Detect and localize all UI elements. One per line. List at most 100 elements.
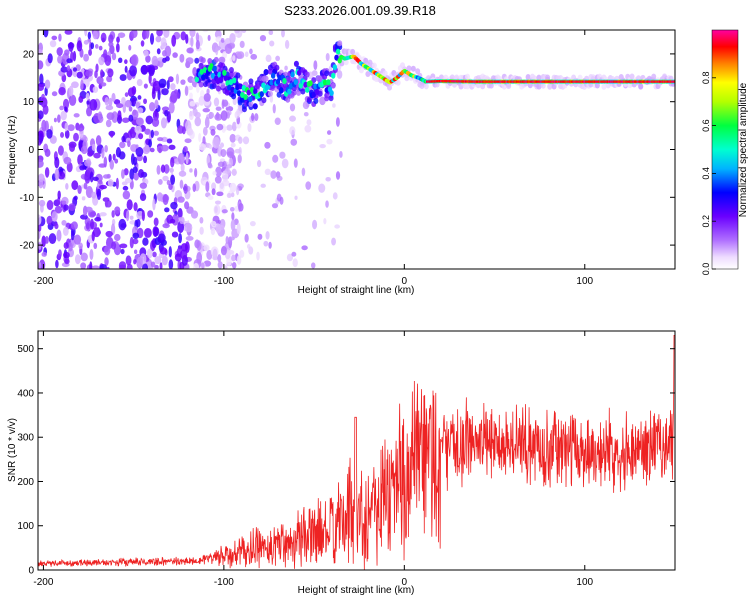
noise-blob xyxy=(144,128,151,135)
noise-blob xyxy=(99,222,103,228)
noise-blob xyxy=(225,235,229,245)
trace-peak xyxy=(470,80,472,83)
trace-halo xyxy=(263,75,269,82)
noise-blob xyxy=(154,99,159,109)
trace-peak xyxy=(633,80,636,83)
noise-blob xyxy=(216,123,224,131)
noise-blob xyxy=(98,163,107,168)
noise-blob xyxy=(154,264,159,269)
noise-blob xyxy=(215,45,219,56)
noise-blob xyxy=(158,59,164,68)
trace-core xyxy=(337,57,342,64)
noise-blob xyxy=(210,220,217,226)
noise-blob xyxy=(133,258,137,265)
trace-peak xyxy=(656,80,658,83)
trace-core xyxy=(212,65,217,72)
trace-peak xyxy=(472,80,474,83)
trace-halo xyxy=(300,88,306,95)
trace-halo xyxy=(406,65,412,72)
noise-blob xyxy=(231,262,237,269)
trace-peak xyxy=(461,80,463,83)
noise-blob xyxy=(38,224,42,232)
trace-peak xyxy=(626,80,628,83)
noise-blob xyxy=(79,214,88,220)
trace-peak xyxy=(644,80,646,83)
noise-blob xyxy=(284,39,290,49)
trace-halo xyxy=(211,83,217,90)
noise-blob xyxy=(160,144,169,152)
noise-blob xyxy=(194,167,198,178)
noise-blob xyxy=(185,152,189,165)
trace-halo xyxy=(213,56,219,63)
noise-blob xyxy=(44,236,49,244)
noise-blob xyxy=(68,242,73,252)
trace-peak xyxy=(520,80,522,83)
noise-blob xyxy=(60,132,65,138)
trace-peak xyxy=(442,79,444,83)
noise-blob xyxy=(212,171,217,176)
trace-peak xyxy=(477,80,480,83)
trace-peak xyxy=(563,80,565,83)
noise-blob xyxy=(286,253,294,262)
trace-peak xyxy=(518,80,520,83)
noise-blob xyxy=(104,257,109,266)
noise-blob xyxy=(83,53,89,62)
trace-peak xyxy=(428,80,430,83)
noise-blob xyxy=(111,210,115,218)
trace-core xyxy=(308,80,313,87)
noise-blob xyxy=(136,256,143,268)
trace-peak xyxy=(529,80,532,83)
trace-core xyxy=(277,74,282,81)
noise-blob xyxy=(91,143,96,151)
noise-blob xyxy=(312,219,318,230)
trace-peak xyxy=(595,80,598,83)
noise-blob xyxy=(263,240,269,247)
noise-blob xyxy=(148,73,152,84)
snr-ytick-label: 100 xyxy=(17,521,34,532)
noise-blob xyxy=(236,222,241,235)
noise-blob xyxy=(42,104,49,115)
noise-blob xyxy=(164,109,169,117)
trace-peak xyxy=(502,80,505,83)
trace-peak xyxy=(499,80,501,83)
trace-peak xyxy=(665,80,667,83)
noise-blob xyxy=(159,247,168,255)
trace-halo xyxy=(311,77,317,84)
noise-blob xyxy=(292,258,298,268)
trace-core xyxy=(313,83,318,90)
trace-peak xyxy=(536,80,538,83)
trace-peak xyxy=(475,80,477,83)
trace-peak xyxy=(545,80,547,83)
noise-blob xyxy=(294,195,298,200)
noise-blob xyxy=(133,249,138,255)
spectrogram-ytick-label: 10 xyxy=(23,97,35,108)
noise-blob xyxy=(63,156,72,165)
trace-peak xyxy=(580,80,583,83)
trace-peak xyxy=(500,80,502,83)
noise-blob xyxy=(160,117,167,129)
noise-blob xyxy=(293,158,298,168)
trace-peak xyxy=(594,80,597,83)
noise-blob xyxy=(272,103,276,114)
noise-blob xyxy=(142,237,149,246)
noise-blob xyxy=(202,30,209,33)
noise-blob xyxy=(83,182,88,190)
noise-blob xyxy=(132,238,139,245)
noise-blob xyxy=(38,261,42,269)
trace-peak xyxy=(527,80,529,83)
noise-blob xyxy=(105,119,112,128)
noise-blob xyxy=(318,183,326,193)
trace-core xyxy=(223,75,229,82)
noise-blob xyxy=(96,227,100,236)
noise-blob xyxy=(111,241,117,250)
noise-blob xyxy=(184,138,192,144)
trace-core xyxy=(270,72,276,79)
noise-blob xyxy=(38,214,42,226)
noise-blob xyxy=(249,48,253,55)
noise-blob xyxy=(170,174,176,185)
noise-blob xyxy=(311,262,316,269)
trace-peak xyxy=(495,80,497,83)
trace-peak xyxy=(446,80,448,83)
noise-blob xyxy=(195,39,200,50)
noise-blob xyxy=(219,182,224,190)
